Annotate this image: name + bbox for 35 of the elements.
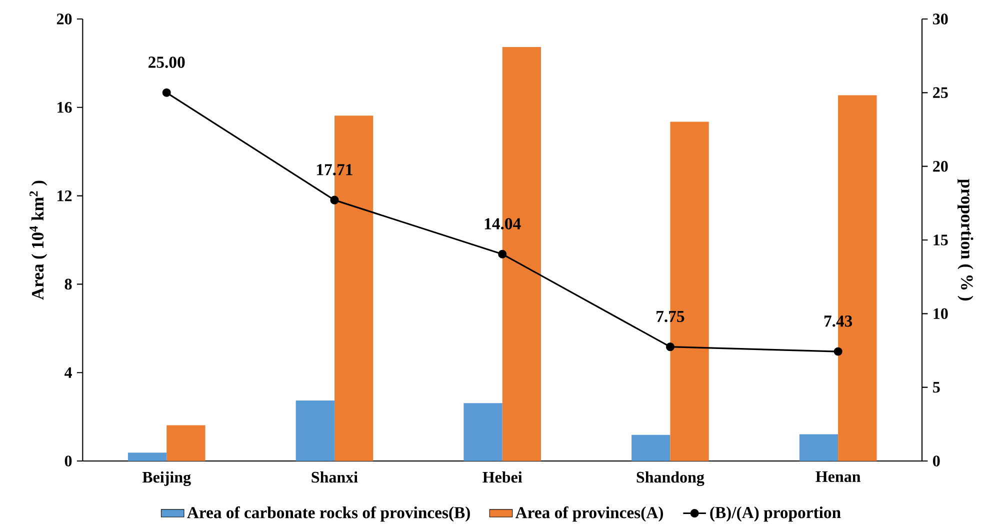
y2-tick-label: 15 (934, 234, 948, 246)
bar (464, 403, 502, 461)
bar (632, 434, 670, 461)
y-tick-label: 16 (58, 102, 72, 113)
x-tick-label: Henan (816, 471, 861, 482)
point (498, 250, 507, 258)
bar (296, 400, 334, 461)
bar (166, 425, 206, 461)
y2-tick-label: 25 (933, 87, 948, 98)
y2-tick-label: 20 (933, 160, 948, 172)
x-tick-label: Shandong (636, 471, 704, 486)
y-tick-label: 4 (64, 367, 72, 378)
y-tick-label: 12 (58, 190, 72, 202)
point (666, 342, 674, 352)
point (162, 88, 171, 97)
y-tick-label: 0 (64, 456, 72, 466)
point (834, 347, 842, 356)
y2-axis-title: proportion ( % ) (958, 178, 974, 300)
bar (128, 452, 167, 461)
y2-tick-label: 0 (933, 456, 940, 466)
y-tick-label: 8 (64, 278, 72, 290)
x-tick-label: Shanxi (312, 471, 358, 483)
y-axis-title: Area ( 10$^{4}$ km$^{2}$ ) (30, 180, 48, 300)
x-tick-label: Beijing (142, 471, 191, 486)
data-label: 25.00 (148, 56, 185, 68)
point (330, 196, 339, 204)
legend-label: (B)/(A) proportion (710, 506, 841, 522)
legend-label: Area of carbonate rocks of provinces(B) (187, 506, 470, 522)
x-tick-label: Hebei (482, 471, 522, 483)
legend-label: Area of provinces(A) (515, 506, 663, 522)
y2-tick-label: 5 (933, 382, 940, 393)
bar (799, 434, 838, 461)
y2-tick-label: 10 (934, 308, 948, 320)
y-tick-label: 20 (56, 14, 72, 24)
y2-tick-label: 30 (933, 14, 948, 24)
